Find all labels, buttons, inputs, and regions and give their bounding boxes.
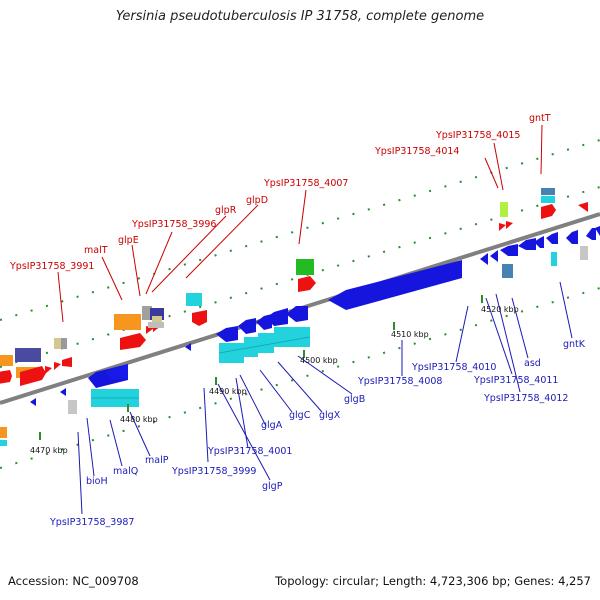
gene-arrow-blue (106, 364, 128, 380)
gene-label: YpsIP31758_4014 (374, 146, 459, 157)
gene-box-orange (114, 314, 141, 330)
gene-arrow-blue (490, 250, 498, 262)
gene-arrow-red (120, 333, 146, 350)
gene-arrow-red (506, 221, 513, 229)
gene-label: bioH (86, 476, 108, 487)
gene-arrow-red (578, 202, 588, 212)
gene-label: glgC (289, 410, 311, 421)
gene-label: malQ (113, 466, 138, 477)
gene-box-cyan (186, 293, 202, 306)
gene-label: glgA (261, 420, 283, 431)
gene-label: YpsIP31758_4010 (411, 362, 496, 373)
gene-arrow-red (192, 310, 207, 326)
gene-arrow-red (54, 362, 61, 370)
gene-arrow-red (499, 223, 506, 231)
map-title: Yersinia pseudotuberculosis IP 31758, co… (115, 9, 485, 24)
gene-label: YpsIP31758_4001 (207, 446, 292, 457)
gene-arrow-blue (328, 260, 462, 310)
gene-arrow-red (298, 276, 316, 292)
gene-label: YpsIP31758_4007 (263, 178, 348, 189)
gene-arrow-red (0, 370, 12, 384)
gene-arrow-blue (286, 306, 308, 322)
gene-arrow-red (20, 366, 46, 386)
gene-arrow-blue (595, 226, 600, 236)
gene-label: YpsIP31758_3999 (171, 466, 256, 477)
gene-label: gntT (529, 113, 551, 124)
gene-arrow-blue (30, 398, 36, 406)
tick-label: 4490 kbp (209, 387, 247, 396)
gene-arrow-blue (266, 308, 288, 326)
gene-arrow-blue (238, 318, 256, 334)
gene-box-orange (0, 427, 7, 438)
gene-box-grey (68, 400, 77, 414)
gene-label: YpsIP31758_4012 (483, 393, 568, 404)
genome-summary-text: Topology: circular; Length: 4,723,306 bp… (275, 574, 591, 588)
gene-box-steelblue (502, 264, 513, 278)
bottom-gene-labels: YpsIP31758_3987 bioH malQ malP YpsIP3175… (49, 339, 586, 528)
gene-arrow-red (62, 357, 72, 367)
gene-label: glpD (246, 195, 268, 206)
top-leader-lines (57, 124, 543, 323)
gene-arrow-blue (500, 244, 518, 256)
bottom-leader-lines (77, 281, 573, 515)
gene-box-purple (15, 348, 41, 362)
gene-label: malP (145, 455, 169, 466)
gene-arrow-blue (518, 238, 536, 250)
gene-label: YpsIP31758_3996 (131, 219, 216, 230)
tick-label: 4480 kbp (120, 415, 158, 424)
gene-arrow-blue (185, 343, 191, 351)
gene-box-steelblue (541, 188, 555, 195)
gene-label: glgP (262, 481, 283, 492)
gene-box-grey (148, 322, 164, 328)
gene-features (0, 188, 600, 446)
gene-label: glgX (319, 410, 341, 421)
gene-arrow-blue (534, 236, 544, 248)
top-gene-labels: YpsIP31758_3991 malT glpE YpsIP31758_399… (9, 113, 551, 272)
track-outer-2 (0, 139, 600, 321)
gene-label: YpsIP31758_3991 (9, 261, 94, 272)
gene-arrow-blue (586, 228, 596, 240)
gene-box-cyan (274, 327, 310, 347)
tick-label: 4520 kbp (481, 305, 519, 314)
gene-box-cyan (258, 333, 274, 353)
gene-box-grey (61, 338, 67, 349)
gene-label: glpR (215, 205, 237, 216)
gene-box-cyan (541, 196, 555, 203)
gene-arrow-blue (546, 232, 558, 244)
gene-arrow-red (541, 204, 556, 219)
gene-label: YpsIP31758_3987 (49, 517, 134, 528)
gene-label: YpsIP31758_4008 (357, 376, 442, 387)
gene-arrow-blue (216, 326, 238, 342)
scale-ticks: 4470 kbp 4480 kbp 4490 kbp 4500 kbp 4510… (30, 295, 519, 455)
gene-box-lime (500, 202, 508, 217)
gene-label: gntK (563, 339, 586, 350)
gene-box-cyan (551, 252, 557, 266)
gene-arrow-blue (60, 388, 66, 396)
gene-arrow-red (45, 366, 52, 374)
gene-arrow-blue (566, 230, 578, 244)
gene-box-orange (0, 355, 13, 366)
gene-box-khaki (152, 316, 162, 325)
tick-label: 4470 kbp (30, 446, 68, 455)
gene-box-green (296, 259, 314, 275)
gene-arrow-blue (480, 253, 488, 265)
gene-label: glpE (118, 235, 139, 246)
gene-label: YpsIP31758_4015 (435, 130, 520, 141)
gene-label: YpsIP31758_4011 (473, 375, 558, 386)
gene-label: glgB (344, 394, 365, 405)
gene-box-grey (580, 246, 588, 260)
tick-label: 4510 kbp (391, 330, 429, 339)
gene-box-khaki (54, 338, 67, 349)
gene-box-cyan (0, 440, 7, 446)
tick-label: 4500 kbp (300, 356, 338, 365)
gene-label: asd (524, 358, 541, 369)
gene-box-grey (142, 306, 152, 320)
accession-text: Accession: NC_009708 (8, 574, 139, 588)
gene-box-cyan (219, 343, 244, 363)
gene-label: malT (84, 245, 108, 256)
